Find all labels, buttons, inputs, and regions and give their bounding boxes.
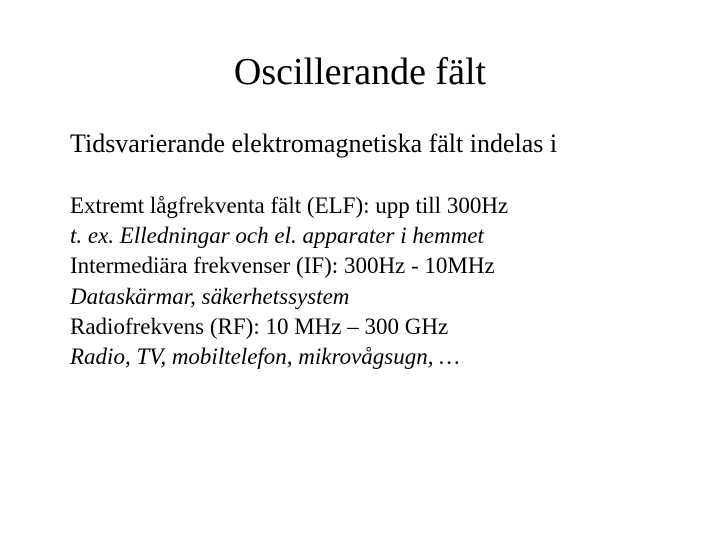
slide: Oscillerande fält Tidsvarierande elektro… — [0, 0, 720, 540]
body-line-italic: t. ex. Elledningar och el. apparater i h… — [70, 221, 650, 251]
body-line-italic: Dataskärmar, säkerhetssystem — [70, 282, 650, 312]
body-line-italic: Radio, TV, mobiltelefon, mikrovågsugn, … — [70, 342, 650, 372]
body-line: Intermediära frekvenser (IF): 300Hz - 10… — [70, 251, 650, 281]
slide-subtitle: Tidsvarierande elektromagnetiska fält in… — [70, 128, 650, 161]
body-line: Radiofrekvens (RF): 10 MHz – 300 GHz — [70, 312, 650, 342]
slide-title: Oscillerande fält — [70, 50, 650, 94]
slide-body: Extremt lågfrekventa fält (ELF): upp til… — [70, 191, 650, 373]
body-line: Extremt lågfrekventa fält (ELF): upp til… — [70, 191, 650, 221]
